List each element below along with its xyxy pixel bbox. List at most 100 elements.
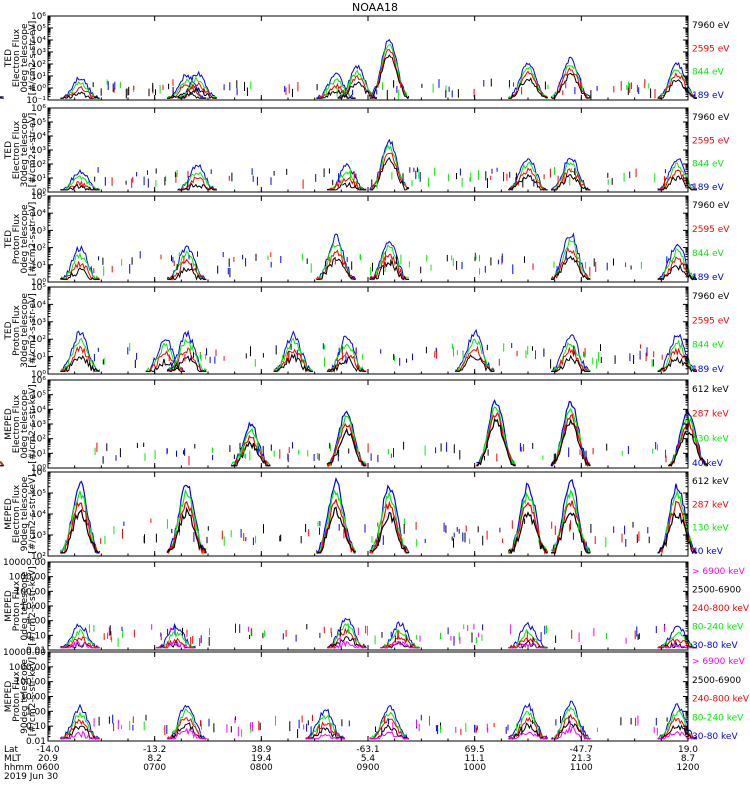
trace--6900-kev-4 xyxy=(508,642,548,649)
trace-240-800-kev-0 xyxy=(60,718,100,740)
trace-80-240-kev-5 xyxy=(657,631,698,649)
y-tick-label: 10⁶ xyxy=(31,468,46,478)
trace-7960-ev-6 xyxy=(551,354,591,372)
trace-2500-6900-6 xyxy=(657,724,698,740)
trace-40-kev-0 xyxy=(59,480,101,555)
trace-287-kev-5 xyxy=(550,500,591,554)
y-tick-label: 10⁵ xyxy=(31,24,46,34)
x-tick-label-lat: -63.1 xyxy=(356,745,379,755)
y-tick-label: 10⁴ xyxy=(31,209,46,219)
trace-240-800-kev-2 xyxy=(326,627,367,650)
trace-844-ev-0 xyxy=(59,337,100,373)
y-axis-label-line: TED xyxy=(4,141,14,160)
panel-8: 0.01 0.10 1.00 10.00 100.00 1000.00 10000.00 ME… xyxy=(3,648,750,747)
plot-title: NOAA18 xyxy=(352,1,398,14)
trace-189-ev-2 xyxy=(316,233,357,280)
y-tick-label: 0.10 xyxy=(26,722,46,732)
y-axis-label-line: MEPED xyxy=(4,590,14,622)
legend-entry: 7960 eV xyxy=(692,292,730,302)
trace-844-ev-3 xyxy=(273,337,314,373)
trace-189-ev-9 xyxy=(550,56,591,99)
trace-7960-ev-7 xyxy=(369,54,410,99)
y-tick-label: 10⁶ xyxy=(31,104,46,114)
x-row-label: MLT xyxy=(4,754,22,764)
trace-30-80-kev-1 xyxy=(167,704,207,740)
y-tick-label: 1000.00 xyxy=(9,663,46,673)
y-tick-label: 10³ xyxy=(31,420,46,430)
legend-entry: 80-240 keV xyxy=(692,623,744,633)
x-tick-label-mlt: 11.1 xyxy=(465,754,485,764)
trace-189-ev-0 xyxy=(60,330,101,373)
trace-189-ev-6 xyxy=(551,333,591,374)
trace--6900-kev-1 xyxy=(156,640,196,650)
y-tick-label: 10.00 xyxy=(20,693,46,703)
y-tick-label: 10² xyxy=(31,60,46,70)
y-tick-label: 10³ xyxy=(31,146,46,156)
x-tick-label-lat: 69.5 xyxy=(465,745,485,755)
y-axis-label-line: 90deg telescope xyxy=(20,476,30,551)
y-tick-label: 10⁵ xyxy=(31,391,46,401)
trace-7960-ev-7 xyxy=(657,355,697,373)
y-tick-label: 10⁰ xyxy=(31,84,46,94)
trace-2595-ev-1 xyxy=(0,96,4,99)
x-tick-label-mlt: 21.3 xyxy=(571,754,591,764)
y-tick-label: 10⁴ xyxy=(31,510,46,520)
panel-7: 0.01 0.10 1.00 10.00 100.00 1000.00 10000.00 ME… xyxy=(3,558,750,656)
legend-entry: 130 keV xyxy=(692,524,729,534)
trace-7960-ev-9 xyxy=(550,72,591,99)
y-tick-label: 10² xyxy=(31,552,46,562)
trace-130-kev-0 xyxy=(59,490,100,554)
trace-844-ev-1 xyxy=(0,96,4,99)
y-tick-label: 10⁴ xyxy=(31,300,46,310)
x-tick-label-lat: 19.0 xyxy=(678,745,698,755)
y-tick-label: 10⁵ xyxy=(31,283,46,293)
y-tick-label: 10² xyxy=(31,160,46,170)
x-tick-label-mlt: 5.4 xyxy=(361,754,376,764)
legend-entry: 189 eV xyxy=(692,273,725,283)
trace--6900-kev-4 xyxy=(508,731,548,740)
x-tick-label-time: 0800 xyxy=(250,763,273,773)
legend-entry: 30-80 keV xyxy=(692,732,738,742)
trace-7960-ev-5 xyxy=(454,354,495,372)
trace-189-ev-5 xyxy=(455,328,495,373)
y-tick-label: 10⁰ xyxy=(31,188,46,198)
trace-80-240-kev-2 xyxy=(305,714,346,740)
trace-7960-ev-3 xyxy=(273,352,313,373)
trace-2595-ev-2 xyxy=(60,85,100,100)
y-tick-label: 1000.00 xyxy=(9,573,46,583)
trace-2595-ev-8 xyxy=(508,70,549,99)
x-row-label: hhmm xyxy=(4,763,33,773)
y-tick-label: 10⁶ xyxy=(31,12,46,22)
legend-entry: 2595 eV xyxy=(692,136,730,146)
y-tick-label: 10⁴ xyxy=(31,36,46,46)
trace-189-ev-3 xyxy=(273,330,314,372)
trace-30-80-kev-4 xyxy=(508,621,548,649)
trace-7960-ev-3 xyxy=(167,88,207,99)
y-tick-label: 10¹ xyxy=(31,449,46,459)
trace-130-kev-1 xyxy=(230,427,271,467)
trace-2595-ev-0 xyxy=(60,261,100,281)
x-tick-label-time: 0900 xyxy=(357,763,380,773)
y-axis-label-line: Proton Flux xyxy=(12,671,22,722)
legend-entry: 80-240 keV xyxy=(692,713,744,723)
trace-7960-ev-2 xyxy=(60,91,100,99)
trace-2500-6900-2 xyxy=(305,727,345,740)
trace-240-800-kev-4 xyxy=(508,716,548,740)
trace-7960-ev-4 xyxy=(177,86,218,100)
y-tick-label: 10.00 xyxy=(20,602,46,612)
trace--6900-kev-5 xyxy=(550,725,591,740)
y-axis-label-line: 0deg telescope xyxy=(20,23,30,93)
x-tick-label-mlt: 8.2 xyxy=(148,754,162,764)
trace--6900-kev-3 xyxy=(380,640,420,649)
y-tick-label: 10⁵ xyxy=(31,489,46,499)
trace-7960-ev-6 xyxy=(337,81,377,99)
legend-entry: 844 eV xyxy=(692,249,725,259)
trace-612-kev-3 xyxy=(476,417,516,467)
trace-2500-6900-0 xyxy=(60,725,100,740)
y-tick-label: 10³ xyxy=(31,226,46,236)
x-tick-label-lat: 38.9 xyxy=(251,745,271,755)
